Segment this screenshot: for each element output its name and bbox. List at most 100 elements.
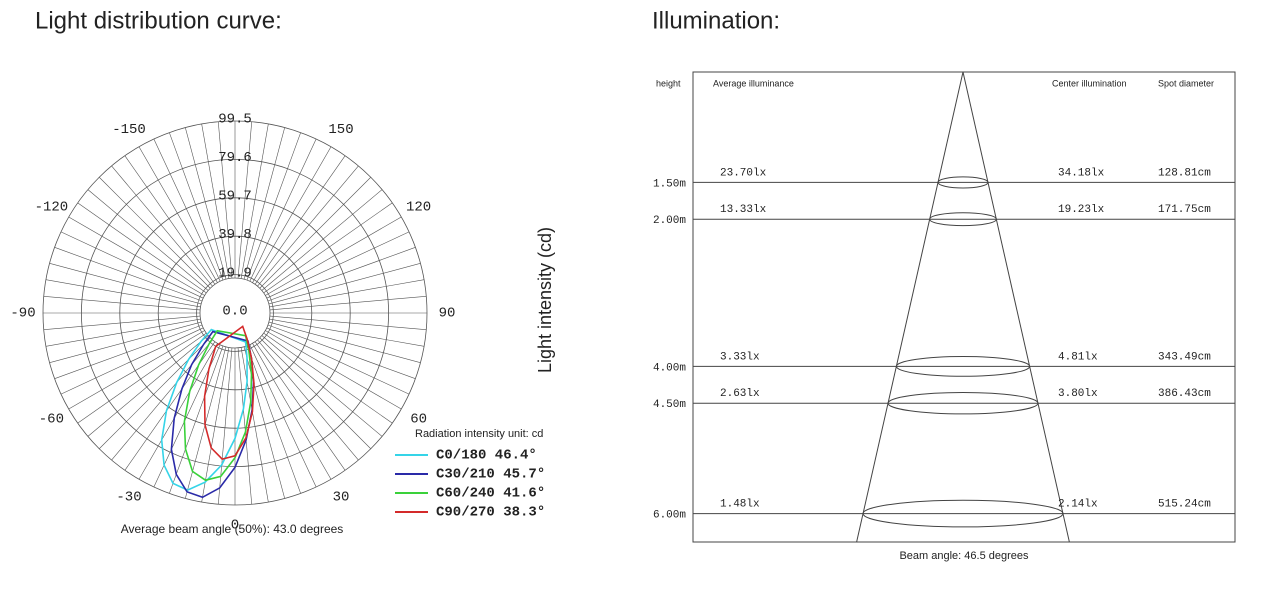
average-illuminance: 13.33lx — [720, 204, 767, 216]
curve — [203, 325, 255, 460]
spoke — [246, 345, 301, 494]
angle-tick-label: -30 — [116, 489, 141, 505]
r-tick-label: 19.9 — [218, 265, 252, 281]
spoke — [266, 231, 410, 299]
spoke — [252, 343, 332, 480]
spoke — [269, 279, 425, 308]
average-illuminance: 23.70lx — [720, 167, 767, 179]
spoke — [267, 247, 416, 302]
legend-label: C90/270 38.3° — [436, 505, 545, 521]
angle-tick-label: 150 — [328, 122, 353, 138]
spoke — [252, 146, 332, 283]
spot — [895, 356, 1031, 377]
spot — [862, 499, 1064, 528]
spoke — [60, 231, 204, 299]
spoke — [263, 332, 393, 424]
angle-tick-label: 120 — [406, 200, 431, 216]
spoke — [49, 321, 202, 363]
angle-tick-label: 90 — [439, 306, 456, 322]
spoke — [240, 123, 269, 279]
spoke — [237, 121, 253, 279]
spoke — [254, 341, 346, 471]
footnote: Average beam angle (50%): 43.0 degrees — [121, 522, 344, 536]
r-tick-label: 0.0 — [222, 304, 247, 320]
height-label: 4.50m — [653, 399, 686, 411]
r-tick-label: 79.6 — [218, 150, 252, 166]
cone-edge — [962, 71, 1070, 543]
spoke — [269, 318, 425, 347]
spoke — [246, 132, 301, 281]
spoke — [68, 216, 205, 296]
curve — [160, 328, 248, 491]
height-label: 1.50m — [653, 178, 686, 190]
spoke — [138, 343, 218, 480]
center-illumination: 2.14lx — [1058, 499, 1098, 511]
average-illuminance: 3.33lx — [720, 351, 760, 363]
grid-ring — [196, 274, 274, 352]
spoke — [269, 295, 427, 311]
spoke — [49, 263, 202, 305]
spot-diameter: 171.75cm — [1158, 204, 1211, 216]
spoke — [201, 123, 230, 279]
chart-title: Light distribution curve: — [35, 7, 282, 34]
height-label: 6.00m — [653, 510, 686, 522]
spoke — [43, 315, 201, 331]
grid-ring — [42, 120, 428, 506]
spot — [937, 176, 989, 189]
spoke — [87, 335, 209, 437]
spot — [887, 391, 1039, 415]
spoke — [185, 127, 227, 280]
axis-label: Light intensity (cd) — [535, 227, 555, 373]
curve — [183, 329, 253, 482]
angle-tick-label: -60 — [39, 412, 64, 428]
spoke — [259, 337, 371, 449]
spoke — [99, 337, 211, 449]
spot — [929, 212, 997, 227]
spoke — [259, 177, 371, 289]
spoke — [266, 327, 410, 395]
spot-diameter: 386.43cm — [1158, 388, 1211, 400]
spoke — [43, 295, 201, 311]
spoke — [217, 347, 233, 505]
angle-tick-label: 60 — [410, 412, 427, 428]
spoke — [87, 189, 209, 291]
legend-label: C30/210 45.7° — [436, 467, 545, 483]
spoke — [169, 132, 224, 281]
footnote: Beam angle: 46.5 degrees — [899, 550, 1029, 562]
center-illumination: 19.23lx — [1058, 204, 1105, 216]
spoke — [257, 339, 359, 461]
spot-diameter: 515.24cm — [1158, 499, 1211, 511]
spoke — [111, 339, 213, 461]
average-illuminance: 2.63lx — [720, 388, 760, 400]
spoke — [68, 330, 205, 410]
center-illumination: 4.81lx — [1058, 351, 1098, 363]
r-tick-label: 59.7 — [218, 189, 252, 205]
angle-tick-label: -150 — [112, 122, 146, 138]
legend-label: C0/180 46.4° — [436, 448, 537, 464]
spoke — [54, 247, 203, 302]
spoke — [249, 138, 317, 282]
spoke — [45, 318, 201, 347]
spoke — [257, 165, 359, 287]
spoke — [111, 165, 213, 287]
spoke — [217, 121, 233, 279]
spoke — [237, 347, 253, 505]
frame — [692, 71, 1236, 543]
column-header: Average illuminance — [713, 78, 794, 88]
unit-note: Radiation intensity unit: cd — [415, 428, 543, 440]
spot-diameter: 343.49cm — [1158, 351, 1211, 363]
spoke — [77, 202, 207, 294]
spoke — [265, 216, 402, 296]
spoke — [267, 324, 416, 379]
spoke — [268, 321, 421, 363]
spoke — [265, 330, 402, 410]
angle-tick-label: -120 — [35, 200, 69, 216]
spoke — [77, 332, 207, 424]
center-illumination: 34.18lx — [1058, 167, 1105, 179]
spoke — [201, 347, 230, 503]
angle-tick-label: 30 — [333, 489, 350, 505]
column-header: height — [656, 78, 681, 88]
angle-tick-label: -90 — [10, 306, 35, 322]
